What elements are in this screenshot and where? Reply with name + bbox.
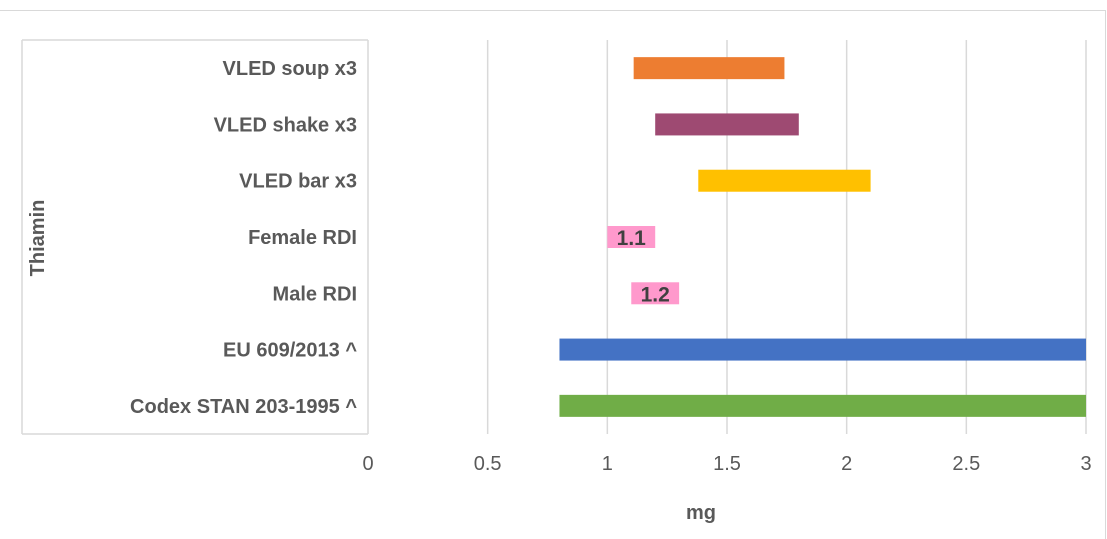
category-label: EU 609/2013 ^ xyxy=(223,340,357,362)
bar xyxy=(607,226,656,248)
category-label: VLED bar x3 xyxy=(239,171,357,193)
bar xyxy=(698,169,871,192)
category-label: Female RDI xyxy=(248,227,357,249)
x-tick-label: 0.5 xyxy=(474,453,502,475)
category-label: Male RDI xyxy=(273,283,357,305)
bar xyxy=(559,338,1086,361)
x-tick-label: 3 xyxy=(1080,453,1091,475)
labels: 0 0.5 1 1.5 2 2.5 3 VLED soup x3 VLED shake x3 VL… xyxy=(130,58,1092,475)
x-tick-label: 1.5 xyxy=(713,453,741,475)
group-axis-label: Thiamin xyxy=(27,200,49,277)
data-label: 1.1 xyxy=(617,227,647,250)
bar xyxy=(633,57,785,80)
x-tick-label: 1 xyxy=(602,453,613,475)
bar xyxy=(559,394,1086,417)
data-label: 1.2 xyxy=(641,283,670,306)
category-label: VLED soup x3 xyxy=(223,58,357,80)
category-label: Codex STAN 203-1995 ^ xyxy=(130,396,357,418)
category-axis xyxy=(21,39,369,435)
gridlines xyxy=(486,40,1087,434)
category-label: VLED shake x3 xyxy=(214,114,357,136)
x-tick-label: 2.5 xyxy=(952,453,980,475)
x-tick-label: 2 xyxy=(841,453,852,475)
chart-frame xyxy=(0,10,1106,539)
x-axis-title: mg xyxy=(686,502,716,524)
bar xyxy=(631,282,680,305)
bars xyxy=(559,57,1086,417)
bar xyxy=(655,113,799,136)
x-tick-label: 0 xyxy=(362,453,373,475)
